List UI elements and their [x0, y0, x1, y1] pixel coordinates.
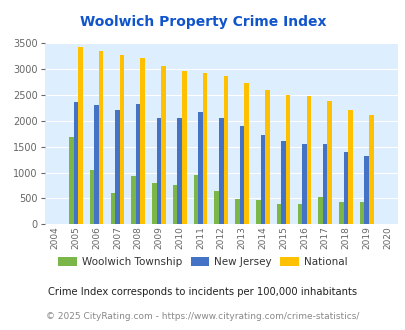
Text: Crime Index corresponds to incidents per 100,000 inhabitants: Crime Index corresponds to incidents per…	[48, 287, 357, 297]
Bar	[218, 118, 223, 224]
Bar	[255, 200, 260, 224]
Bar	[202, 74, 207, 224]
Bar	[264, 89, 269, 224]
Bar	[285, 95, 290, 224]
Bar	[318, 197, 322, 224]
Text: © 2025 CityRating.com - https://www.cityrating.com/crime-statistics/: © 2025 CityRating.com - https://www.city…	[46, 312, 359, 321]
Bar	[239, 126, 244, 224]
Bar	[136, 104, 140, 224]
Bar	[198, 113, 202, 224]
Bar	[281, 141, 285, 224]
Bar	[115, 110, 119, 224]
Bar	[338, 202, 343, 224]
Legend: Woolwich Township, New Jersey, National: Woolwich Township, New Jersey, National	[54, 253, 351, 271]
Bar	[78, 47, 83, 224]
Bar	[119, 55, 124, 224]
Bar	[322, 144, 327, 224]
Bar	[177, 117, 181, 224]
Bar	[181, 71, 186, 224]
Text: Woolwich Property Crime Index: Woolwich Property Crime Index	[79, 15, 326, 29]
Bar	[359, 202, 364, 224]
Bar	[297, 204, 301, 224]
Bar	[301, 144, 306, 224]
Bar	[244, 83, 248, 224]
Bar	[260, 135, 264, 224]
Bar	[140, 58, 145, 224]
Bar	[276, 204, 281, 224]
Bar	[193, 175, 198, 224]
Bar	[234, 199, 239, 224]
Bar	[368, 115, 373, 224]
Bar	[173, 185, 177, 224]
Bar	[347, 110, 352, 224]
Bar	[73, 102, 78, 224]
Bar	[131, 176, 136, 224]
Bar	[343, 152, 347, 224]
Bar	[152, 183, 156, 224]
Bar	[110, 193, 115, 224]
Bar	[161, 66, 165, 224]
Bar	[156, 117, 161, 224]
Bar	[306, 96, 311, 224]
Bar	[327, 101, 331, 224]
Bar	[364, 156, 368, 224]
Bar	[69, 137, 73, 224]
Bar	[99, 51, 103, 224]
Bar	[90, 170, 94, 224]
Bar	[214, 191, 218, 224]
Bar	[94, 105, 99, 224]
Bar	[223, 76, 228, 224]
